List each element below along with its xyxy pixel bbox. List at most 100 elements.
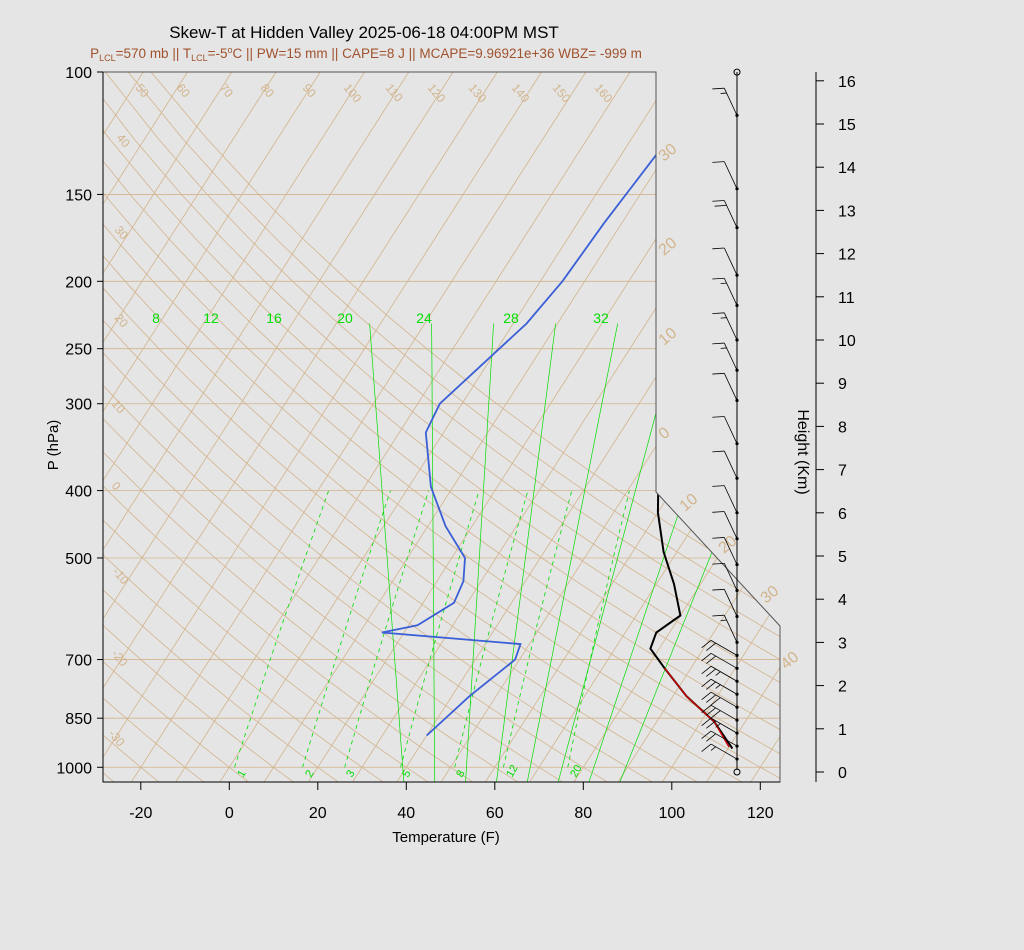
tlcl-degree: o [228, 45, 233, 55]
wind-barb-flag [701, 691, 712, 701]
wind-barb-flag [712, 511, 725, 513]
mixing-ratio-line [503, 490, 573, 768]
wind-barb-point [735, 744, 739, 748]
moist-adiabat-label: 24 [416, 310, 432, 326]
height-tick-label: 3 [838, 635, 847, 652]
wind-barb-flag [701, 704, 712, 713]
tlcl-unit: C [233, 46, 243, 61]
wind-barb-point [735, 588, 739, 593]
wind-barb-flag [712, 562, 725, 565]
height-tick-label: 11 [838, 290, 855, 307]
wind-barb-flag [714, 204, 727, 207]
x-tick-label: 40 [397, 805, 415, 822]
dewpoint-profile [381, 72, 773, 737]
wind-barb-flag [701, 678, 712, 688]
wind-barb-flag [712, 416, 725, 418]
moist-adiabat-label: 32 [593, 310, 609, 326]
isotherm-line [263, 72, 719, 782]
moist-adiabat-line [496, 323, 557, 782]
wind-barb-flag [712, 161, 725, 163]
isotherm-line [103, 72, 188, 782]
x-tick-label: 100 [658, 805, 685, 822]
wind-barb-flag [701, 665, 712, 675]
moist-adiabat-label: 8 [152, 310, 160, 326]
isotherm-line [103, 72, 410, 782]
height-tick-label: 7 [838, 463, 847, 480]
isotherm-line [219, 72, 675, 782]
x-axis-label: Temperature (F) [392, 829, 500, 846]
wind-barb-flag [710, 746, 716, 751]
mixing-ratio-line [302, 490, 391, 768]
wind-barb-flag [715, 684, 721, 689]
wind-barb-flag [710, 697, 721, 706]
mixing-ratio-label: 12 [504, 763, 521, 780]
mixing-ratio-label: 5 [400, 768, 413, 779]
mixing-ratio-line [400, 490, 480, 768]
grid-layer [103, 72, 780, 782]
dry-adiabat-line [103, 72, 780, 782]
wind-barb-flag [712, 200, 725, 202]
wind-barb-column [701, 68, 741, 776]
wind-barb-shaft [723, 373, 738, 401]
wind-barb-flag [712, 450, 725, 453]
height-tick-label: 5 [838, 549, 847, 566]
wind-barb-flag [701, 717, 712, 726]
isotherm-line [175, 72, 631, 782]
mixing-ratio-label: 20 [568, 763, 585, 780]
subtitle-rest: || PW=15 mm || CAPE=8 J || MCAPE=9.96921… [242, 46, 642, 61]
y-tick-label: 250 [65, 342, 92, 359]
height-tick-label: 12 [838, 247, 856, 264]
wind-barb-shaft [723, 161, 738, 189]
wind-barb-flag [712, 342, 725, 345]
wind-barb-shaft [723, 450, 738, 479]
wind-barb-shaft [723, 485, 738, 513]
wind-barb-flag [712, 485, 725, 487]
y-tick-label: 300 [65, 397, 92, 414]
wind-barb-flag [712, 312, 725, 314]
dry-adiabat-line [103, 72, 698, 782]
tlcl-subscript: LCL [191, 53, 208, 63]
wind-barb-flag [701, 653, 712, 662]
wind-barb-flag [706, 707, 716, 716]
mixing-ratio-line [234, 490, 329, 768]
wind-barb-shaft [723, 537, 738, 565]
y-tick-label: 700 [65, 653, 92, 670]
wind-barb-flag [712, 537, 725, 539]
wind-barb-flag [706, 733, 716, 742]
mixing-ratio-label: 3 [344, 768, 357, 779]
isotherm-line [617, 72, 780, 782]
height-tick-label: 1 [838, 722, 847, 739]
y-tick-label: 400 [65, 484, 92, 501]
moist-adiabat-line [557, 323, 681, 782]
y-axis-label: P (hPa) [45, 420, 62, 471]
dry-adiabat-line [103, 72, 780, 782]
isotherm-line [103, 72, 542, 782]
isotherm-line [103, 72, 365, 782]
x-tick-label: 0 [225, 805, 234, 822]
height-tick-label: 9 [838, 376, 847, 393]
moist-adiabat-label: 16 [266, 310, 282, 326]
wind-calm-circle [733, 768, 741, 776]
wind-barb-flag [701, 730, 712, 739]
height-tick-label: 4 [838, 592, 847, 609]
moist-adiabat-label: 20 [337, 310, 353, 326]
dry-adiabat-line [103, 72, 563, 782]
parcel-profile [663, 667, 730, 748]
wind-barb-flag [701, 743, 712, 752]
wind-barb-flag [715, 671, 721, 676]
wind-barb-flag [706, 668, 716, 677]
plcl-value: =570 mb || [116, 46, 183, 61]
mixing-ratio-label: 1 [235, 768, 248, 779]
dry-adiabat-line [103, 72, 339, 782]
height-tick-label: 6 [838, 506, 847, 523]
y-tick-label: 500 [65, 551, 92, 568]
wind-barb-flag [712, 372, 725, 375]
mixing-ratio-line [567, 490, 630, 768]
wind-barb-flag [712, 87, 725, 90]
isotherm-line [573, 72, 780, 782]
mixing-ratio-line [344, 490, 430, 768]
dry-adiabat-line [103, 72, 429, 782]
dry-adiabat-line [104, 72, 780, 782]
